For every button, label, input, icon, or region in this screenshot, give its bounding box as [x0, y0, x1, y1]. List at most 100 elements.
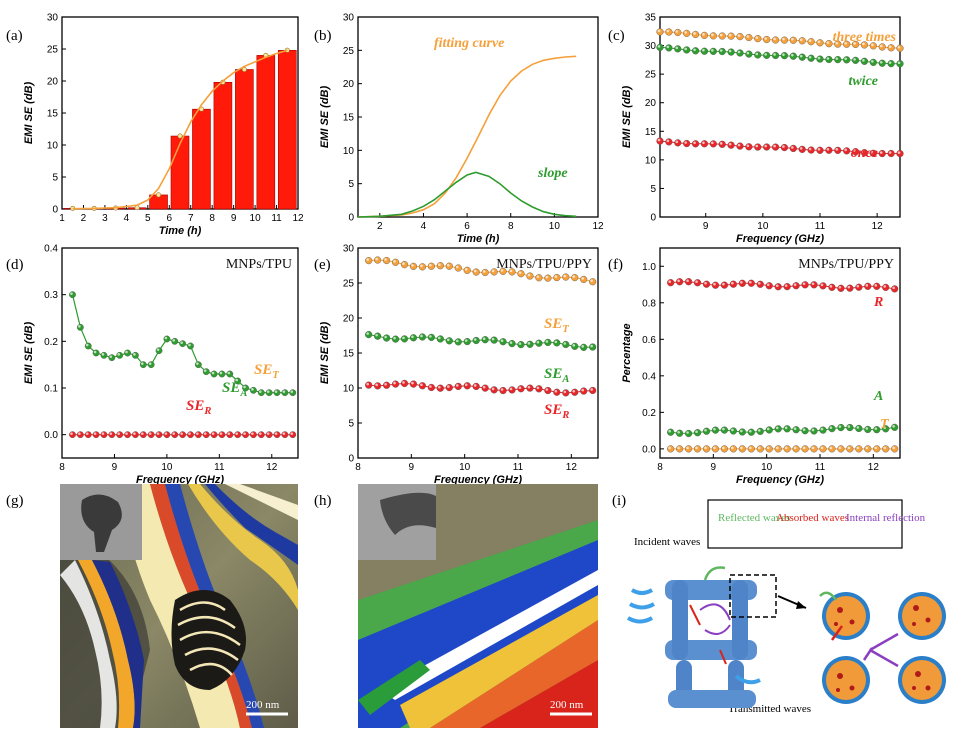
point-se-r-highlight: [180, 432, 183, 435]
point-SE_R-highlight: [554, 389, 558, 393]
point-R: [846, 284, 854, 292]
point-SE_A: [481, 336, 489, 344]
y-tick-label: 5: [348, 419, 354, 430]
point-SE_A: [374, 332, 382, 340]
point-se-t-highlight: [227, 371, 231, 375]
point-once-highlight: [897, 151, 901, 154]
x-tick-label: 12: [872, 221, 884, 232]
point-A-highlight: [775, 426, 779, 430]
point-R: [783, 283, 791, 291]
point-se-r: [210, 431, 218, 439]
x-tick-label: 8: [59, 462, 65, 473]
point-once: [656, 137, 664, 145]
x-tick-label: 11: [815, 462, 826, 473]
point-SE_A: [490, 336, 498, 344]
point-three-times: [736, 33, 744, 41]
point-se-t: [92, 349, 100, 357]
point-three-times-highlight: [657, 29, 661, 33]
y-tick-label: 30: [343, 13, 355, 24]
point-SE_R: [436, 384, 444, 392]
point-se-t-highlight: [258, 390, 262, 393]
x-tick-label: 12: [592, 221, 604, 232]
point-twice-highlight: [764, 53, 767, 56]
y-axis-label: Percentage: [621, 323, 633, 382]
point-once: [798, 145, 806, 153]
point-T-highlight: [847, 446, 851, 450]
point-twice-highlight: [826, 57, 830, 60]
holography-image-h: [358, 484, 598, 728]
point-A-highlight: [668, 429, 671, 433]
point-SE_R: [427, 383, 435, 392]
point-SE_A-highlight: [402, 336, 405, 340]
point-SE_A: [589, 343, 597, 351]
y-tick-label: 25: [47, 45, 59, 56]
point-R-highlight: [740, 280, 743, 284]
point-T-highlight: [856, 446, 860, 450]
point-se-t-highlight: [172, 339, 176, 342]
x-tick-label: 1: [59, 213, 65, 224]
y-tick-label: 0.4: [642, 371, 656, 382]
annotation-se-r: SER: [186, 398, 211, 417]
point-R-highlight: [713, 282, 716, 286]
point-once-highlight: [746, 144, 750, 148]
point-T-highlight: [820, 446, 824, 450]
point-se-t-highlight: [101, 353, 105, 356]
x-tick-label: 12: [292, 213, 304, 224]
point-T-highlight: [892, 446, 895, 450]
point-se-r: [108, 431, 116, 439]
point-se-t: [69, 291, 76, 299]
point-R-highlight: [892, 286, 895, 290]
point-SE_T-highlight: [429, 263, 432, 267]
point-se-r-highlight: [235, 432, 238, 435]
point-T-highlight: [722, 446, 725, 450]
point-A: [855, 424, 863, 433]
point-SE_T-highlight: [420, 264, 423, 268]
point-se-r-highlight: [164, 432, 168, 435]
point-se-r: [187, 431, 194, 439]
point-se-r-highlight: [227, 432, 231, 435]
point-once: [745, 143, 753, 151]
point-A: [720, 426, 729, 434]
point-once-highlight: [853, 149, 856, 153]
point-three-times: [674, 28, 682, 37]
point-SE_R-highlight: [366, 382, 369, 386]
x-axis-label: Frequency (GHz): [434, 474, 522, 486]
point-se-t-highlight: [243, 385, 246, 389]
point-A-highlight: [766, 427, 770, 431]
point-SE_R: [454, 382, 462, 391]
point-twice-highlight: [791, 53, 794, 57]
point-SE_A-highlight: [509, 341, 513, 344]
y-tick-label: 15: [645, 127, 657, 138]
point-three-times-highlight: [728, 33, 732, 37]
x-tick-label: 8: [657, 462, 663, 473]
y-tick-label: 35: [645, 13, 657, 24]
point-R: [891, 285, 899, 293]
point-twice-highlight: [844, 57, 847, 61]
chart-c-emi-vs-frequency-cycles: 9 10 11 12 0 5 10 15 20 25 30 35 Frequency (GHz) EMI …: [621, 13, 904, 245]
point-se-r: [84, 431, 92, 439]
point-SE_T: [526, 272, 534, 280]
point-SE_R-highlight: [509, 387, 513, 391]
y-tick-label: 30: [47, 13, 59, 24]
annotation-t: T: [880, 417, 890, 432]
point-three-times: [700, 31, 709, 39]
point-SE_R: [472, 382, 480, 391]
x-tick-label: 8: [209, 213, 215, 224]
point-T: [684, 445, 693, 453]
point-R: [684, 278, 693, 286]
point-R: [837, 284, 845, 292]
point-once: [718, 140, 726, 148]
x-axis-label: Time (h): [159, 225, 202, 237]
panel-label-a: (a): [6, 28, 23, 44]
point-A-highlight: [757, 429, 761, 432]
y-tick-label: 0: [52, 205, 58, 216]
x-axis-label: Time (h): [457, 233, 500, 245]
point-se-r: [100, 431, 108, 439]
point-three-times: [780, 36, 789, 44]
point-se-t-highlight: [235, 378, 238, 382]
point-se-t: [108, 354, 116, 362]
y-tick-label: 10: [47, 141, 59, 152]
point-SE_R: [463, 382, 471, 390]
point-se-t-highlight: [266, 390, 270, 393]
point-SE_R-highlight: [375, 383, 378, 387]
